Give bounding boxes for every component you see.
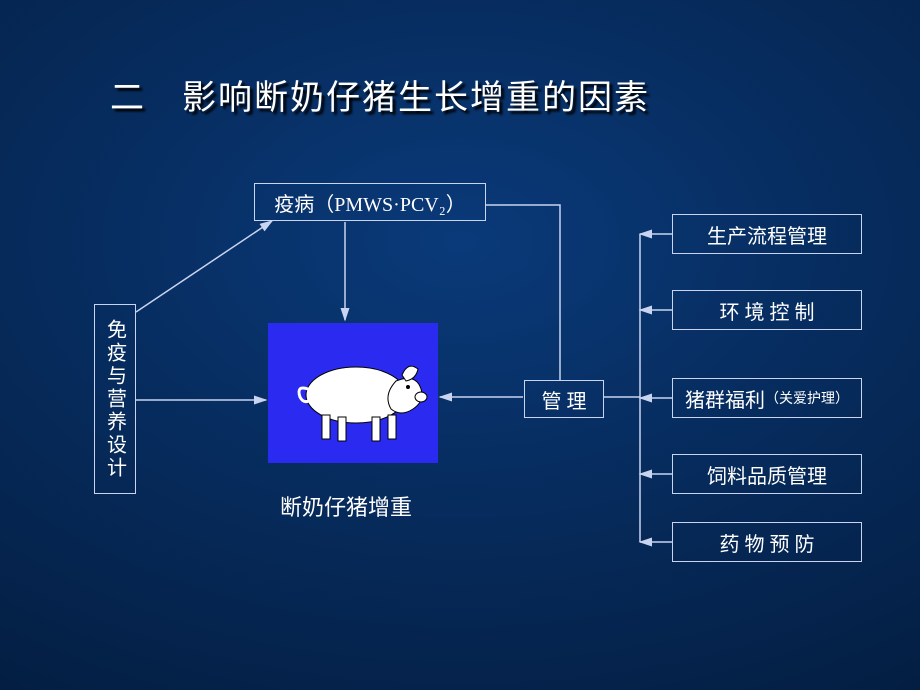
pig-image bbox=[268, 323, 438, 463]
node-m5-label: 药 物 预 防 bbox=[720, 528, 815, 557]
node-disease-label: 疫病（PMWS·PCV₂） bbox=[274, 188, 465, 217]
node-disease: 疫病（PMWS·PCV₂） bbox=[254, 183, 486, 221]
node-m4-label: 饲料品质管理 bbox=[707, 460, 827, 489]
node-m4: 饲料品质管理 bbox=[672, 454, 862, 494]
node-m3-sublabel: （关爱护理） bbox=[765, 388, 849, 408]
node-immunity-label: 免疫与营养设计 bbox=[101, 319, 130, 480]
node-immunity: 免疫与营养设计 bbox=[94, 304, 136, 494]
node-m2-label: 环 境 控 制 bbox=[720, 296, 815, 325]
node-m1-label: 生产流程管理 bbox=[707, 220, 827, 249]
node-m5: 药 物 预 防 bbox=[672, 522, 862, 562]
node-m2: 环 境 控 制 bbox=[672, 290, 862, 330]
node-m3: 猪群福利 （关爱护理） bbox=[672, 378, 862, 418]
node-m1: 生产流程管理 bbox=[672, 214, 862, 254]
node-m3-label: 猪群福利 bbox=[685, 384, 765, 413]
page-title: 二 影响断奶仔猪生长增重的因素 bbox=[110, 70, 650, 119]
node-mgmt: 管 理 bbox=[524, 380, 604, 418]
node-mgmt-label: 管 理 bbox=[542, 385, 587, 414]
center-caption: 断奶仔猪增重 bbox=[280, 490, 412, 522]
